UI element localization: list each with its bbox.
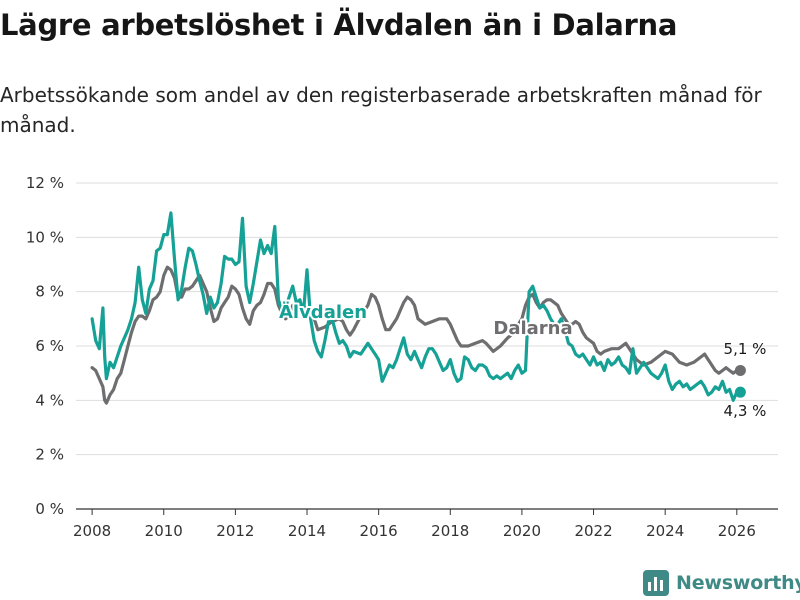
end-point-alvdalen	[734, 386, 746, 398]
end-value-label-dalarna: 5,1 %	[724, 340, 767, 358]
y-tick-label: 2 %	[35, 446, 64, 464]
y-tick-label: 10 %	[26, 228, 64, 246]
chart-subtitle: Arbetssökande som andel av den registerb…	[0, 83, 762, 137]
y-tick-label: 4 %	[35, 391, 64, 409]
brand-logo: Newsworthy	[643, 568, 800, 598]
series-line-alvdalen	[90, 211, 742, 402]
end-point-dalarna	[734, 364, 746, 376]
x-tick-label: 2016	[360, 522, 398, 540]
end-value-label-alvdalen: 4,3 %	[724, 402, 767, 420]
x-tick-label: 2008	[73, 522, 111, 540]
x-tick-label: 2010	[145, 522, 183, 540]
chart-labels: Älvdalen Dalarna 5,1 % 4,3 %	[277, 299, 767, 420]
x-tick-label: 2012	[216, 522, 254, 540]
bar-chart-logo-icon	[643, 570, 669, 596]
x-tick-label: 2026	[718, 522, 756, 540]
y-tick-label: 12 %	[26, 174, 64, 192]
x-tick-label: 2014	[288, 522, 326, 540]
x-tick-label: 2022	[574, 522, 612, 540]
chart-axes: 0 % 2 % 4 % 6 % 8 % 10 % 12 % 2008 2010 2012 2014 2…	[26, 174, 778, 540]
brand-name: Newsworthy	[676, 572, 800, 594]
y-tick-label: 6 %	[35, 337, 64, 355]
page-title: Lägre arbetslöshet i Älvdalen än i Dalar…	[0, 8, 678, 42]
x-tick-label: 2018	[431, 522, 469, 540]
series-label-dalarna: Dalarna	[493, 318, 572, 339]
y-tick-label: 0 %	[35, 500, 64, 518]
series-line-dalarna	[90, 265, 742, 405]
series-label-alvdalen: Älvdalen	[279, 301, 367, 323]
x-tick-label: 2020	[503, 522, 541, 540]
y-tick-label: 8 %	[35, 283, 64, 301]
x-tick-label: 2024	[646, 522, 684, 540]
chart-series	[90, 211, 746, 405]
chart-grid	[76, 182, 778, 456]
